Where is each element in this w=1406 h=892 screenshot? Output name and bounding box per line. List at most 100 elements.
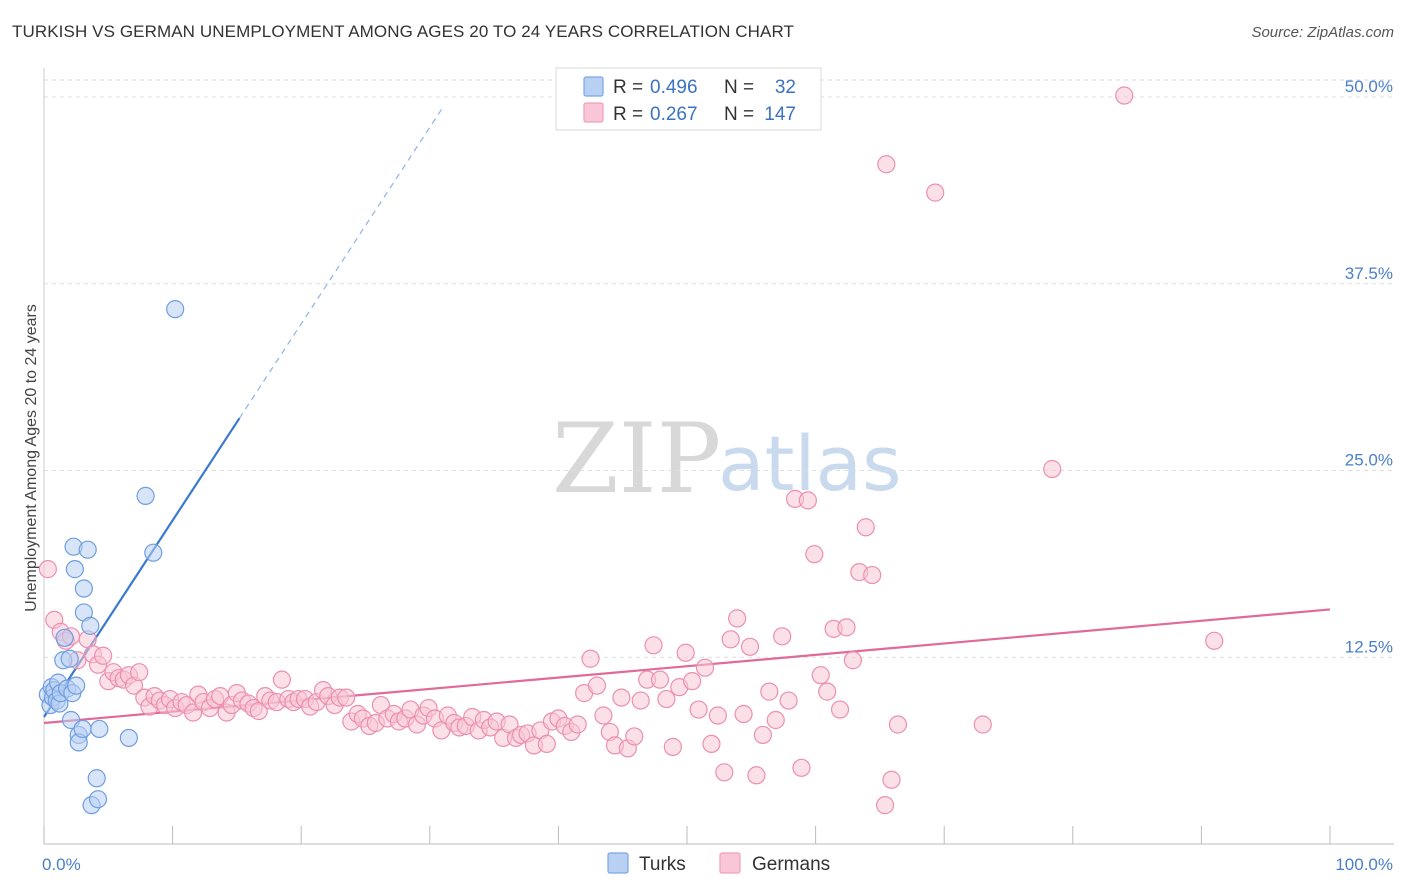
axes [43, 68, 1394, 845]
point-turks-32 [166, 300, 185, 319]
point-germans-141 [888, 715, 908, 734]
point-germans-130 [818, 682, 837, 701]
point-germans-103 [644, 636, 663, 655]
point-turks-23 [78, 540, 97, 559]
legend-n-value-turks: 32 [775, 77, 796, 98]
point-turks-29 [119, 728, 138, 748]
point-germans-123 [773, 627, 792, 646]
point-germans-128 [805, 545, 824, 564]
point-germans-91 [568, 715, 587, 734]
point-germans-122 [766, 710, 785, 730]
point-turks-20 [73, 719, 92, 739]
point-germans-124 [779, 691, 798, 710]
point-germans-115 [721, 630, 740, 649]
point-turks-30 [136, 486, 155, 505]
bottom-legend-swatch-turks [607, 852, 629, 874]
legend-r-value-turks: 0.496 [650, 77, 698, 98]
point-germans-105 [657, 689, 676, 709]
legend-r-label-turks: R = [613, 77, 643, 98]
point-germans-136 [856, 518, 875, 537]
point-germans-108 [676, 643, 695, 662]
point-germans-133 [837, 618, 856, 637]
x-tick-label-max: 100.0% [1335, 855, 1393, 874]
point-germans-114 [715, 763, 734, 782]
point-germans-42 [272, 670, 292, 689]
x-tick-label-min: 0.0% [42, 855, 81, 874]
point-germans-110 [689, 700, 708, 719]
chart-title: TURKISH VS GERMAN UNEMPLOYMENT AMONG AGE… [12, 22, 795, 41]
legend-n-label-germans: N = [724, 104, 754, 125]
legend-n-label-turks: N = [724, 77, 754, 98]
bottom-legend-swatch-germans [719, 852, 741, 874]
point-germans-137 [863, 565, 882, 585]
point-germans-53 [337, 688, 356, 707]
legend-r-label-germans: R = [613, 104, 643, 125]
point-germans-134 [843, 651, 862, 670]
point-germans-119 [747, 766, 766, 785]
point-germans-117 [734, 704, 753, 724]
point-germans-106 [663, 737, 682, 756]
point-germans-138 [875, 796, 895, 815]
point-germans-113 [708, 706, 727, 725]
y-tick-labels: 12.5% 25.0% 37.5% 50.0% [1345, 77, 1393, 656]
point-germans-98 [612, 688, 631, 707]
point-germans-127 [798, 491, 817, 510]
point-germans-118 [740, 637, 760, 656]
trend-line-turks-extension [238, 107, 444, 419]
point-germans-145 [1115, 86, 1134, 105]
point-germans-95 [594, 706, 613, 725]
point-germans-144 [1043, 459, 1062, 479]
point-germans-109 [683, 672, 702, 691]
point-turks-22 [74, 579, 93, 598]
point-germans-129 [811, 666, 830, 685]
y-tick-label-0: 12.5% [1345, 637, 1393, 656]
point-germans-100 [625, 727, 644, 746]
legend-n-value-germans: 147 [764, 104, 796, 125]
y-tick-label-2: 37.5% [1345, 264, 1393, 283]
point-germans-38 [249, 701, 268, 721]
legend-swatch-germans [583, 102, 604, 123]
point-germans-143 [973, 715, 992, 734]
point-turks-24 [81, 616, 100, 635]
point-turks-26 [87, 769, 106, 788]
point-turks-16 [67, 676, 86, 695]
point-germans-0 [38, 560, 57, 579]
y-tick-label-1: 25.0% [1345, 451, 1393, 470]
point-germans-121 [760, 682, 779, 701]
bottom-legend-label-germans: Germans [752, 854, 830, 875]
y-tick-label-3: 50.0% [1345, 77, 1393, 96]
point-germans-146 [1205, 631, 1224, 650]
point-germans-112 [702, 734, 721, 754]
point-germans-120 [753, 725, 772, 745]
watermark-zip: ZIP [552, 403, 721, 515]
point-germans-142 [926, 183, 945, 202]
data-points [38, 86, 1224, 815]
point-germans-93 [581, 649, 600, 668]
point-germans-111 [695, 658, 715, 677]
point-germans-86 [537, 734, 556, 754]
point-turks-28 [90, 719, 109, 739]
point-germans-104 [650, 670, 670, 689]
point-turks-17 [65, 560, 84, 579]
y-axis-label: Unemployment Among Ages 20 to 24 years [23, 304, 40, 612]
point-turks-27 [88, 790, 108, 809]
legend-r-value-germans: 0.267 [650, 104, 698, 125]
point-turks-31 [144, 543, 163, 562]
stats-legend: R = 0.496 N = 32 R = 0.267 N = 147 [555, 67, 822, 131]
legend-swatch-turks [583, 76, 604, 97]
point-germans-16 [130, 663, 149, 682]
point-germans-126 [792, 758, 811, 777]
point-turks-10 [55, 628, 74, 647]
series-legend: Turks Germans [607, 852, 830, 875]
bottom-legend-label-turks: Turks [639, 854, 686, 875]
point-germans-140 [882, 770, 901, 789]
chart-source: Source: ZipAtlas.com [1251, 24, 1394, 41]
point-germans-94 [587, 676, 607, 695]
point-germans-9 [94, 646, 113, 665]
y-gridlines [44, 79, 1394, 658]
point-germans-139 [877, 155, 896, 174]
point-germans-132 [830, 700, 850, 719]
point-turks-12 [60, 649, 79, 668]
point-germans-116 [728, 609, 747, 628]
